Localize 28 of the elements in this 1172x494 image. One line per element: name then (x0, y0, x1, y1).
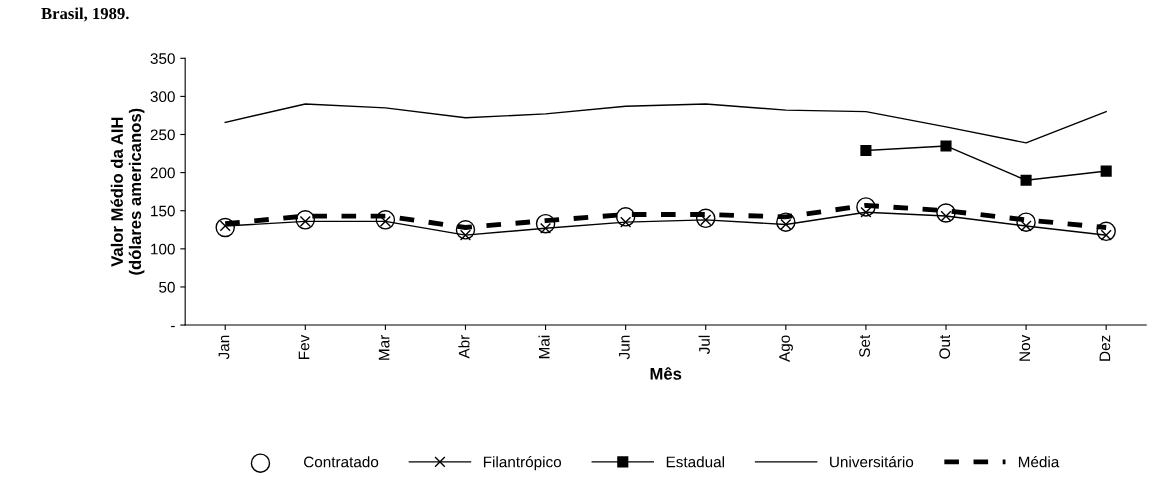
legend-label: Universitário (830, 455, 914, 468)
x-tick-label: Set (859, 334, 871, 358)
x-tick-label: Mai (538, 335, 550, 359)
y-tick-label: 150 (151, 205, 175, 217)
chart-title: Brasil, 1989. (41, 7, 129, 22)
x-tick-label: Ago (779, 335, 793, 362)
x-tick-label: Jun (619, 335, 630, 360)
y-tick-label: 100 (151, 243, 175, 255)
x-tick-label: Nov (1019, 334, 1031, 361)
y-tick-label: 300 (150, 91, 175, 103)
y-tick-label: 50 (159, 281, 175, 293)
y-tick-label: 200 (150, 167, 175, 179)
x-tick-label: Jan (218, 335, 230, 360)
x-tick-label: Fev (298, 334, 310, 359)
y-tick-label: - (171, 325, 175, 328)
x-tick-label: Out (939, 334, 951, 359)
x-tick-label: Dez (1099, 335, 1111, 361)
y-tick-label: 250 (150, 129, 175, 141)
x-tick-label: Mar (378, 335, 390, 360)
y-tick-label: 350 (150, 53, 175, 64)
legend-label: Média (1018, 455, 1060, 468)
legend-label: Estadual (666, 456, 724, 468)
x-axis-title: Mês (650, 367, 682, 380)
legend-label: Contratado (304, 456, 379, 468)
x-tick-label: Jul (698, 335, 710, 355)
x-tick-label: Abr (458, 335, 470, 359)
legend-label: Filantrópico (483, 455, 562, 471)
y-axis-title: Valor Médio da AIH (dólares americanos) (110, 108, 145, 275)
